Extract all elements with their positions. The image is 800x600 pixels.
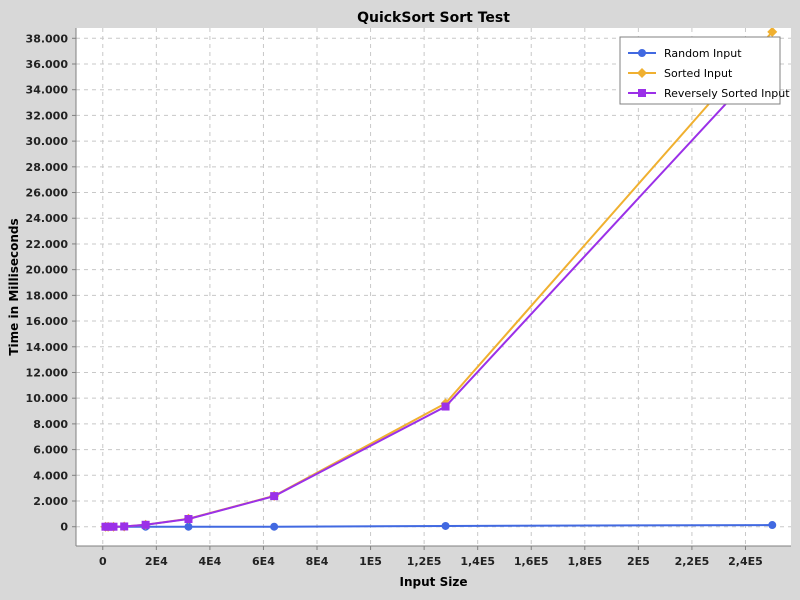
y-tick-label: 4.000 [33,469,68,482]
y-tick-label: 26.000 [26,187,69,200]
data-point [768,521,777,530]
x-tick-label: 1E5 [359,555,382,568]
data-point [441,521,450,530]
data-point [141,520,150,529]
y-tick-label: 28.000 [26,161,69,174]
y-tick-label: 18.000 [26,289,69,302]
y-tick-label: 20.000 [26,264,69,277]
data-point [270,522,279,531]
legend-swatch-marker [638,89,646,97]
x-tick-label: 1,6E5 [514,555,549,568]
x-tick-label: 2E4 [145,555,168,568]
x-tick-label: 2E5 [627,555,650,568]
chart-title: QuickSort Sort Test [357,10,510,26]
y-tick-label: 32.000 [26,109,69,122]
y-tick-label: 14.000 [26,341,69,354]
y-tick-label: 16.000 [26,315,69,328]
data-point [184,515,193,524]
x-tick-label: 1,4E5 [460,555,495,568]
x-tick-label: 1,2E5 [407,555,442,568]
x-tick-label: 0 [99,555,107,568]
data-point [104,522,113,531]
y-tick-label: 2.000 [33,495,68,508]
y-tick-label: 10.000 [26,392,69,405]
y-tick-label: 36.000 [26,58,69,71]
data-point [270,492,279,501]
y-tick-label: 24.000 [26,212,69,225]
x-tick-label: 4E4 [198,555,221,568]
legend-label: Reversely Sorted Input [664,87,790,100]
y-tick-label: 8.000 [33,418,68,431]
data-point [184,522,193,531]
legend-label: Sorted Input [664,67,733,80]
y-tick-label: 0 [60,521,68,534]
data-point [767,28,778,37]
x-tick-label: 1,8E5 [567,555,602,568]
legend: Random Input Sorted Input Reversely Sorted… [619,36,790,105]
y-tick-label: 6.000 [33,444,68,457]
y-axis-ticks: 0 2.000 4.000 6.000 8.000 10.000 12.000 14.000 1… [26,32,76,534]
data-point [109,522,118,531]
y-axis-label: Time in Milliseconds [7,218,21,355]
legend-swatch-marker [637,68,647,78]
y-tick-label: 12.000 [26,366,69,379]
data-point [441,402,450,411]
y-tick-label: 38.000 [26,32,69,45]
legend-label: Random Input [664,47,742,60]
x-axis-label: Input Size [400,575,468,589]
x-tick-label: 2,2E5 [675,555,710,568]
x-tick-label: 6E4 [252,555,275,568]
y-tick-label: 30.000 [26,135,69,148]
x-tick-label: 8E4 [306,555,329,568]
legend-swatch-marker [638,49,646,57]
series-group [100,28,778,532]
y-tick-label: 22.000 [26,238,69,251]
y-tick-label: 34.000 [26,84,69,97]
x-tick-label: 2,4E5 [728,555,763,568]
x-axis-ticks: 0 2E4 4E4 6E4 8E4 1E5 1,2E5 1,4E5 1,6E5 1,8E5 2E5 2… [99,546,763,568]
plot-area [76,28,791,546]
data-point [120,522,129,531]
